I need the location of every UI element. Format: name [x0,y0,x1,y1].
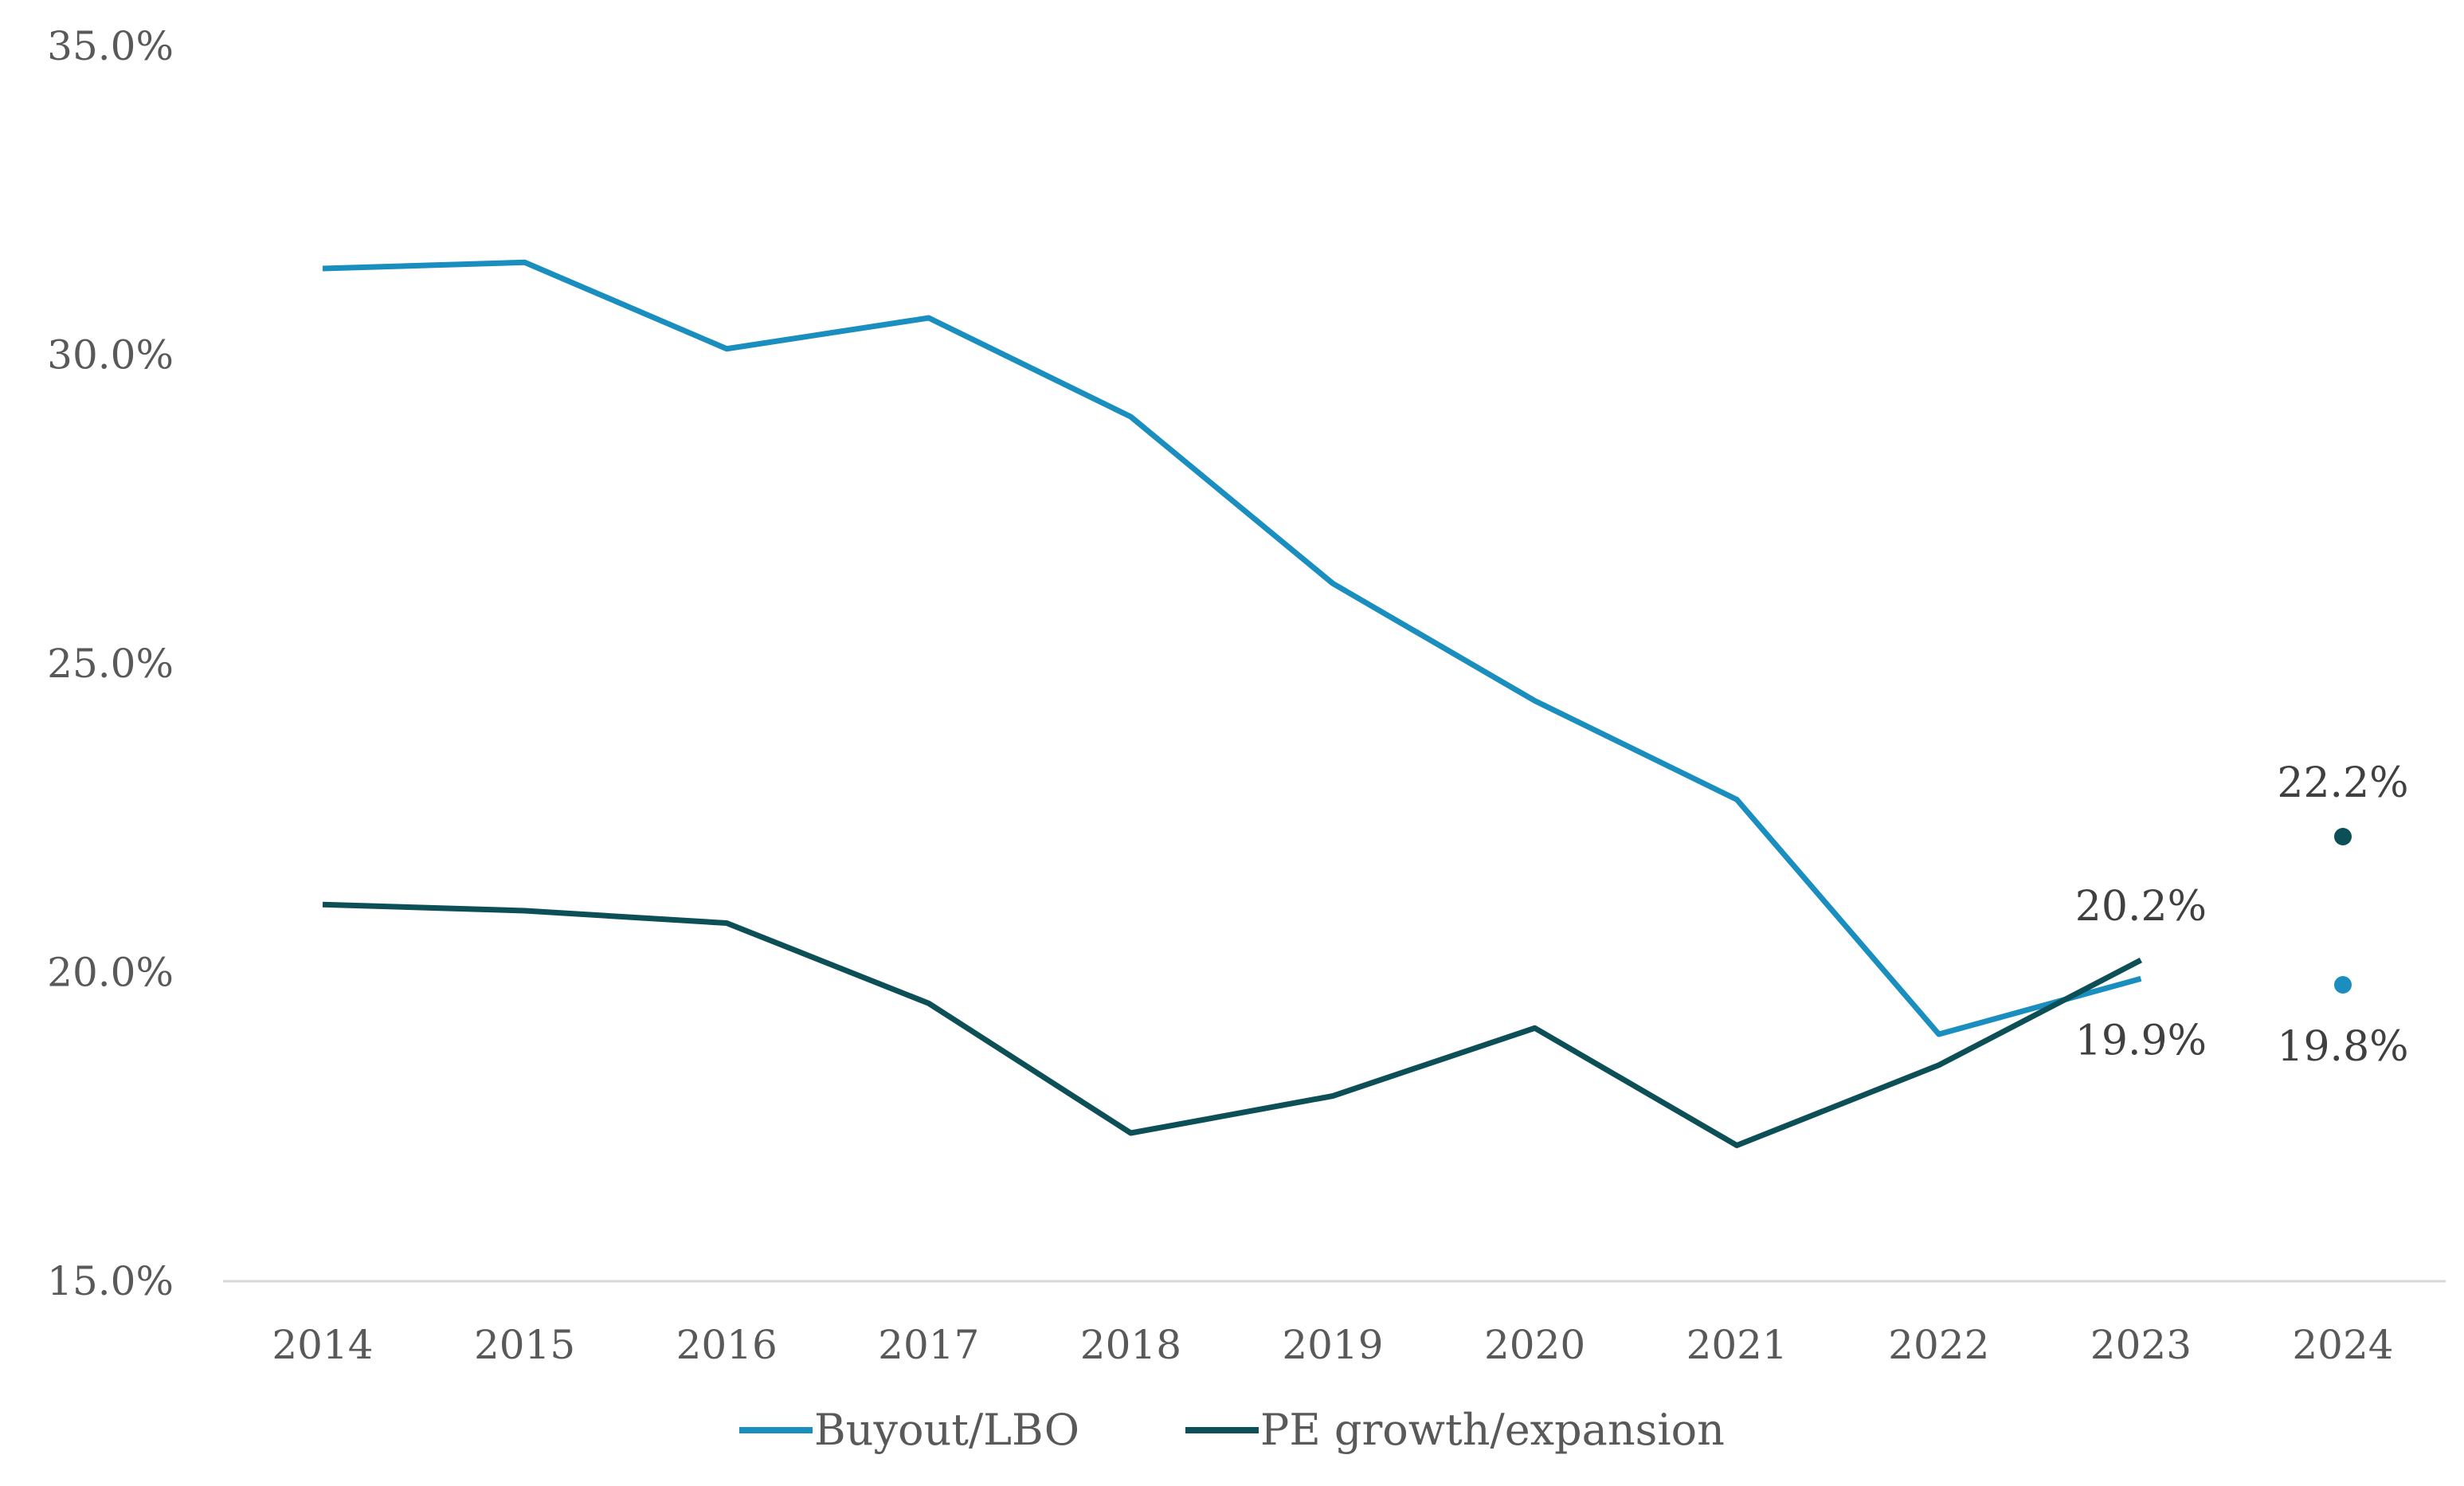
data-label-buyout-lbo-2024: 19.8% [2277,1023,2408,1071]
legend-item-buyout: Buyout/LBO [739,1405,1079,1455]
data-label-pe-growth-expansion-2024: 22.2% [2277,759,2408,807]
data-label-pe-growth-expansion-2023: 20.2% [2075,883,2207,931]
series-lines [322,259,2143,1148]
data-label-buyout-lbo-2023: 19.9% [2075,1017,2207,1065]
x-tick-label: 2017 [878,1322,979,1368]
x-tick-label: 2020 [1484,1322,1585,1368]
x-tick-label: 2022 [1888,1322,1989,1368]
x-tick-label: 2018 [1080,1322,1181,1368]
x-tick-label: 2021 [1686,1322,1788,1368]
x-tick-label: 2023 [2090,1322,2192,1368]
x-tick-label: 2014 [272,1322,373,1368]
y-tick-label: 20.0% [47,950,174,996]
series-line-buyout-lbo [322,259,2142,1037]
y-tick-label: 30.0% [47,332,174,378]
y-tick-label: 35.0% [47,23,174,69]
x-tick-label: 2016 [676,1322,778,1368]
legend-label-buyout: Buyout/LBO [814,1405,1079,1455]
data-point-pe-growth-expansion-2024 [2334,828,2352,845]
data-point-buyout-lbo-2024 [2334,976,2352,994]
x-tick-label: 2019 [1282,1322,1383,1368]
series-line-pe-growth-expansion [322,901,2143,1148]
y-axis-ticks: 15.0% 20.0% 25.0% 30.0% 35.0% [47,23,174,1304]
legend-item-pe-growth: PE growth/expansion [1185,1405,1725,1455]
y-tick-label: 15.0% [47,1258,174,1304]
x-axis-ticks: 2014 2015 2016 2017 2018 2019 2020 2021 2022 2023… [272,1322,2393,1368]
x-tick-label: 2015 [474,1322,575,1368]
data-labels: 20.2% 19.9% 22.2% 19.8% [2075,759,2409,1071]
legend-label-pe-growth: PE growth/expansion [1260,1405,1725,1455]
x-tick-label: 2024 [2292,1322,2393,1368]
series-points [2334,828,2352,994]
legend: Buyout/LBO PE growth/expansion [739,1405,1725,1455]
y-tick-label: 25.0% [47,641,174,687]
